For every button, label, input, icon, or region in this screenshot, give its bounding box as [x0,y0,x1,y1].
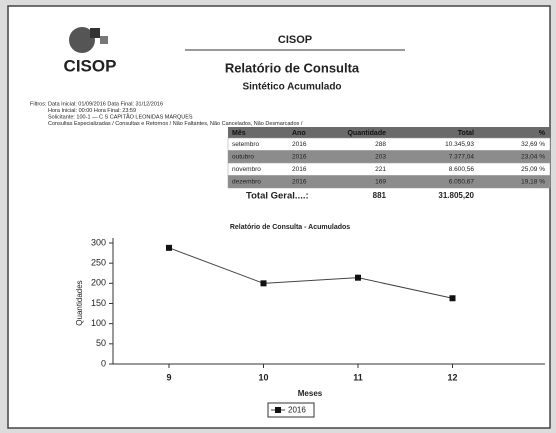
table-cell: dezembro [232,179,261,186]
y-tick-label: 200 [91,278,106,288]
table-cell: 221 [375,166,386,173]
table-cell: 2016 [292,166,307,173]
filter-line: Consultas Especializadas / Consultas e R… [48,121,303,127]
table-cell: 6.050,67 [449,179,475,186]
column-header: Ano [292,130,306,137]
logo-text: CISOP [64,56,117,75]
table-header-bg [228,127,550,138]
logo-block [100,36,108,44]
legend-box [267,402,315,418]
x-tick-label: 9 [166,372,171,382]
table-cell: 288 [375,141,386,148]
y-tick-label: 250 [91,258,106,268]
table-cell: 25,09 % [521,166,545,173]
table-row-bg [227,162,551,176]
table-row-bg [227,150,551,164]
table-cell: 10.345,93 [445,141,474,148]
filter-line: Filtros: Data Inicial: 01/09/2016 Data F… [30,101,163,107]
logo-block [90,28,100,38]
x-tick-label: 10 [258,372,268,382]
filter-line: Solicitante: 100-1 — C S CAPITÃO LEONIDA… [48,113,193,120]
table-cell: 169 [375,179,386,186]
y-tick-label: 50 [96,338,106,348]
column-header: % [539,130,546,137]
column-header: Quantidade [347,130,386,137]
sheet [7,5,551,429]
table-cell: 2016 [292,154,307,161]
y-axis-label: Quantidades [75,280,84,325]
filter-line: Hora Inicial: 00:00 Hora Final: 23:59 [48,108,136,114]
table-row-bg [227,137,551,151]
legend-label: 2016 [288,406,306,415]
x-axis-label: Meses [298,389,323,398]
data-point [355,274,361,281]
data-point [449,295,456,302]
table-row-bg [227,175,551,189]
legend-marker [275,407,281,413]
column-header: Total [458,130,474,137]
y-tick-label: 300 [91,237,106,247]
table-cell: 8.600,56 [449,166,475,173]
x-tick-label: 11 [353,372,363,382]
report-subtitle: Sintético Acumulado [242,82,341,93]
y-tick-label: 150 [91,298,106,308]
logo: CISOP [64,27,117,75]
y-tick-label: 100 [91,318,106,328]
data-point [260,280,267,287]
table-cell: 23,04 % [521,154,545,161]
org-name: CISOP [278,34,312,46]
table-cell: 19,18 % [521,179,545,186]
total-label: Total Geral....: [246,191,309,202]
data-point [166,244,172,251]
report-title: Relatório de Consulta [225,60,360,75]
y-tick-label: 0 [101,358,106,368]
table-cell: 2016 [292,141,307,148]
series-line [168,247,453,299]
logo-globe [69,27,95,53]
table-cell: outubro [232,154,254,161]
table-cell: 2016 [292,179,307,186]
column-header: Mês [232,130,246,137]
table-cell: 32,69 % [521,141,545,148]
total-quantity: 881 [373,191,387,200]
x-tick-label: 12 [447,372,457,382]
table-cell: 203 [375,154,386,161]
table-cell: 7.377,04 [449,154,475,161]
table-cell: setembro [232,141,259,148]
chart-title: Relatório de Consulta - Acumulados [230,224,350,231]
table-cell: novembro [232,166,261,173]
total-value: 31.805,20 [438,191,474,200]
